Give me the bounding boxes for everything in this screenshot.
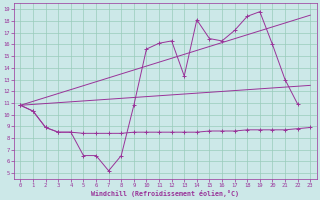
- X-axis label: Windchill (Refroidissement éolien,°C): Windchill (Refroidissement éolien,°C): [91, 190, 239, 197]
